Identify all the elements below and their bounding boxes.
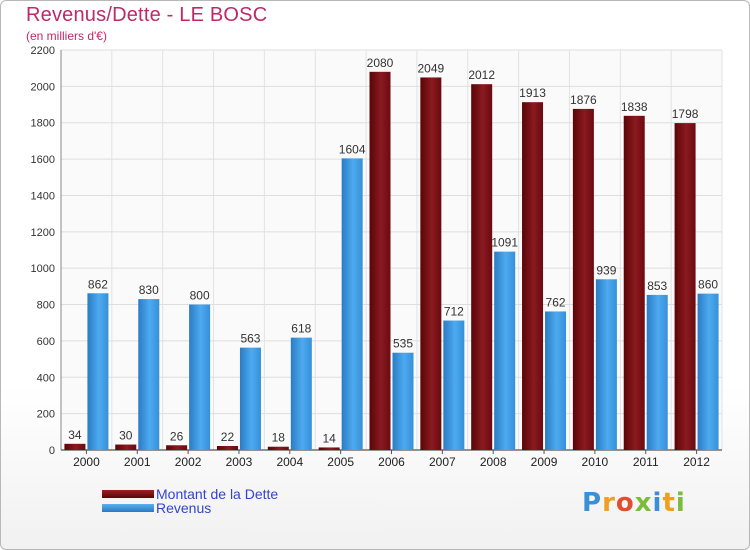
- bar-debt: [267, 446, 289, 450]
- logo-letter: x: [634, 488, 653, 518]
- bar-debt: [369, 71, 391, 451]
- y-tick-label: 400: [37, 372, 55, 384]
- data-label-revenue: 1604: [339, 142, 366, 156]
- data-label-debt: 18: [272, 431, 286, 445]
- x-tick-label: 2005: [327, 455, 354, 469]
- data-label-revenue: 800: [190, 289, 210, 303]
- data-label-debt: 2080: [367, 56, 394, 70]
- bar-revenue: [138, 299, 160, 450]
- data-label-revenue: 618: [291, 322, 311, 336]
- data-label-debt: 2049: [417, 61, 444, 75]
- x-tick-label: 2001: [124, 455, 151, 469]
- bar-revenue: [646, 294, 668, 450]
- data-label-debt: 1838: [621, 100, 648, 114]
- legend-swatch-revenue: [102, 504, 154, 512]
- data-label-revenue: 563: [240, 332, 260, 346]
- x-tick-label: 2002: [175, 455, 202, 469]
- bar-revenue: [87, 293, 109, 450]
- data-label-debt: 22: [221, 430, 235, 444]
- bar-debt: [216, 446, 238, 450]
- bar-debt: [522, 102, 544, 450]
- data-label-debt: 34: [68, 428, 82, 442]
- y-tick-label: 1400: [31, 190, 55, 202]
- y-tick-label: 2000: [31, 81, 55, 93]
- data-label-revenue: 862: [88, 277, 108, 291]
- y-tick-label: 1200: [31, 227, 55, 239]
- bar-debt: [572, 108, 594, 450]
- data-label-revenue: 860: [698, 278, 718, 292]
- logo-letter: i: [652, 488, 663, 518]
- bar-revenue: [443, 320, 465, 450]
- bar-revenue: [239, 347, 261, 450]
- data-label-revenue: 939: [596, 263, 616, 277]
- data-label-revenue: 535: [393, 337, 413, 351]
- data-label-debt: 26: [170, 429, 184, 443]
- y-tick-label: 800: [37, 300, 55, 312]
- legend-swatch-debt: [102, 490, 154, 498]
- data-label-debt: 1913: [519, 86, 546, 100]
- bar-debt: [115, 444, 137, 450]
- y-tick-label: 1600: [31, 154, 55, 166]
- logo-letter: P: [582, 488, 603, 518]
- data-label-debt: 2012: [468, 68, 495, 82]
- proxiti-logo: Proxiti: [582, 488, 686, 518]
- y-tick-label: 200: [37, 409, 55, 421]
- data-label-debt: 1876: [570, 93, 597, 107]
- legend-label-debt: Montant de la Dette: [156, 486, 279, 502]
- bar-revenue: [290, 337, 312, 450]
- bar-revenue: [494, 251, 516, 450]
- bar-revenue: [595, 279, 617, 450]
- bar-debt: [64, 443, 86, 450]
- y-tick-label: 1000: [31, 263, 55, 275]
- bar-debt: [318, 447, 340, 450]
- x-tick-label: 2000: [73, 455, 100, 469]
- bar-debt: [420, 77, 442, 451]
- x-tick-label: 2006: [378, 455, 405, 469]
- y-tick-label: 1800: [31, 118, 55, 130]
- legend-label-revenue: Revenus: [156, 500, 212, 516]
- y-tick-label: 2200: [31, 45, 55, 57]
- bar-debt: [623, 115, 645, 451]
- bar-debt: [674, 123, 696, 450]
- x-tick-label: 2008: [480, 455, 507, 469]
- logo-letter: r: [602, 488, 616, 518]
- x-tick-label: 2007: [429, 455, 456, 469]
- data-label-debt: 30: [119, 429, 133, 443]
- x-tick-label: 2009: [531, 455, 558, 469]
- bar-revenue: [392, 352, 414, 450]
- chart-title: Revenus/Dette - LE BOSC: [26, 4, 268, 26]
- y-tick-label: 0: [49, 445, 55, 457]
- data-label-revenue: 830: [139, 283, 159, 297]
- bar-revenue: [545, 311, 567, 450]
- bar-revenue: [697, 293, 719, 450]
- bar-revenue: [189, 304, 211, 450]
- logo-letter: i: [675, 488, 686, 518]
- x-tick-label: 2004: [276, 455, 303, 469]
- data-label-revenue: 1091: [491, 236, 518, 250]
- chart-subtitle: (en milliers d'€): [26, 29, 107, 43]
- bar-debt: [471, 84, 493, 450]
- logo-letter: t: [662, 488, 676, 518]
- x-tick-label: 2010: [582, 455, 609, 469]
- data-label-debt: 1798: [672, 107, 699, 121]
- data-label-revenue: 853: [647, 279, 667, 293]
- x-tick-label: 2012: [683, 455, 710, 469]
- bar-revenue: [341, 158, 363, 450]
- data-label-debt: 14: [322, 431, 336, 445]
- x-tick-label: 2003: [226, 455, 253, 469]
- x-tick-label: 2011: [633, 455, 659, 469]
- data-label-revenue: 762: [546, 295, 566, 309]
- y-tick-label: 600: [37, 336, 55, 348]
- logo-letter: o: [615, 488, 635, 518]
- bar-debt: [166, 445, 188, 450]
- data-label-revenue: 712: [444, 305, 464, 319]
